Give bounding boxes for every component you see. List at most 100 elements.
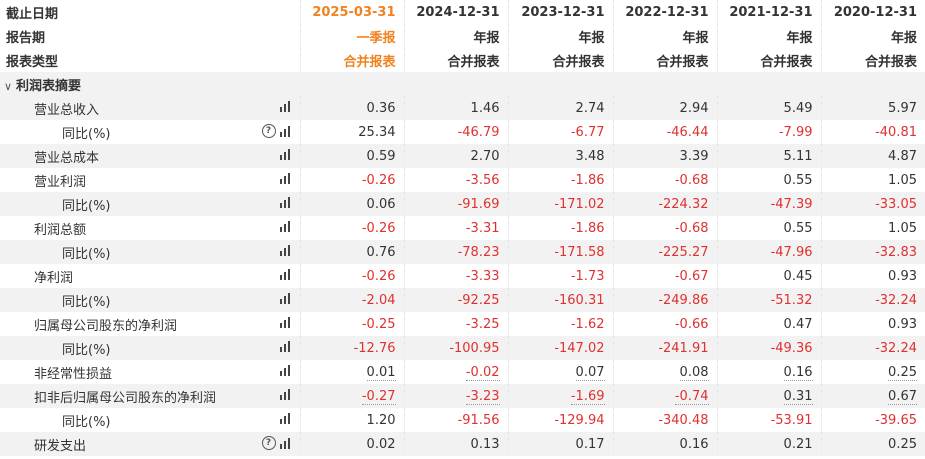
cell-value: -160.31 [554, 292, 605, 308]
date-header[interactable]: 2020-12-31 [820, 0, 925, 24]
value-cell: -0.68 [612, 216, 717, 240]
cell-value: 0.21 [783, 436, 813, 452]
bar-chart-icon[interactable] [279, 125, 290, 137]
row-tools: ? [261, 124, 290, 138]
question-circle-icon[interactable]: ? [261, 436, 276, 450]
value-cell: 0.02 [299, 432, 404, 456]
value-cell: -1.86 [507, 216, 613, 240]
bar-chart-icon[interactable] [279, 292, 290, 304]
row-label: 研发支出 [34, 438, 87, 454]
value-cell: 1.20 [299, 408, 404, 432]
row-label-cell: 同比(%) [0, 192, 300, 216]
cell-value: 1.46 [470, 100, 500, 116]
chevron-down-icon[interactable]: ∨ [4, 79, 13, 93]
cell-value: -47.96 [770, 244, 813, 260]
cell-value: -39.65 [875, 412, 917, 428]
cell-value: -53.91 [770, 412, 813, 428]
bar-chart-icon[interactable] [279, 196, 290, 208]
value-cell: -47.39 [716, 192, 821, 216]
bar-chart-icon[interactable] [279, 364, 290, 376]
cell-value: -1.86 [570, 172, 605, 188]
cell-value: 1.05 [888, 172, 917, 188]
cell-value: -92.25 [457, 292, 500, 308]
value-cell: -147.02 [507, 336, 613, 360]
value-cell: 0.25 [820, 432, 925, 456]
value-cell: -91.56 [403, 408, 508, 432]
cell-value: -171.58 [554, 244, 605, 260]
type-header: 合并报表 [716, 48, 821, 72]
date-header[interactable]: 2022-12-31 [612, 0, 717, 24]
value-cell: 0.25 [820, 360, 925, 384]
date-header[interactable]: 2021-12-31 [716, 0, 821, 24]
date-header[interactable]: 2024-12-31 [403, 0, 508, 24]
date-header[interactable]: 2023-12-31 [507, 0, 613, 24]
value-cell: -46.44 [612, 120, 717, 144]
cell-value: -100.95 [449, 340, 500, 356]
cell-value: 0.47 [783, 316, 813, 332]
cell-value: -3.31 [465, 220, 500, 236]
value-cell: -171.02 [507, 192, 613, 216]
bar-chart-icon[interactable] [279, 268, 290, 280]
cell-value: -0.68 [674, 220, 709, 236]
table-row: 同比(%) 0.06 -91.69 -171.02 -224.32 -47.39 -33.0… [0, 192, 925, 216]
value-cell: -0.66 [612, 312, 717, 336]
row-label-cell: 同比(%) [0, 288, 300, 312]
row-label: 营业总收入 [34, 102, 100, 118]
value-cell: -92.25 [403, 288, 508, 312]
cell-value: -0.74 [674, 388, 709, 405]
section-header-row[interactable]: ∨ 利润表摘要 [0, 72, 925, 96]
bar-chart-icon[interactable] [279, 220, 290, 232]
row-tools [279, 268, 290, 280]
value-cell: -3.33 [403, 264, 508, 288]
row-label: 归属母公司股东的净利润 [34, 318, 178, 334]
bar-chart-icon[interactable] [279, 172, 290, 184]
table-row: 同比(%) -2.04 -92.25 -160.31 -249.86 -51.32 -32.… [0, 288, 925, 312]
row-label-cell: 净利润 [0, 264, 300, 288]
bar-chart-icon[interactable] [279, 340, 290, 352]
cell-value: -0.26 [361, 268, 396, 284]
cell-value: -2.04 [361, 292, 396, 308]
value-cell: -78.23 [403, 240, 508, 264]
value-cell: 0.59 [299, 144, 404, 168]
bar-chart-icon[interactable] [279, 244, 290, 256]
value-cell: 3.48 [507, 144, 613, 168]
date-header[interactable]: 2025-03-31 [299, 0, 404, 24]
row-tools [279, 388, 290, 400]
row-tools [279, 220, 290, 232]
row-label: 扣非后归属母公司股东的净利润 [34, 390, 217, 406]
value-cell: 5.97 [820, 96, 925, 120]
cell-value: -12.76 [353, 340, 396, 356]
cell-value: 1.20 [366, 412, 396, 428]
value-cell: -0.02 [403, 360, 508, 384]
bar-chart-icon[interactable] [279, 148, 290, 160]
table-row: 营业利润 -0.26 -3.56 -1.86 -0.68 0.55 1.05 [0, 168, 925, 192]
value-cell: 0.13 [403, 432, 508, 456]
question-circle-icon[interactable]: ? [261, 124, 276, 138]
bar-chart-icon[interactable] [279, 388, 290, 400]
table-row: 非经常性损益 0.01 -0.02 0.07 0.08 0.16 0.25 [0, 360, 925, 384]
section-toggle[interactable]: ∨ 利润表摘要 [0, 72, 300, 96]
cell-value: -1.73 [570, 268, 605, 284]
bar-chart-icon[interactable] [279, 412, 290, 424]
row-label: 利润总额 [34, 222, 87, 238]
value-cell: 0.55 [716, 216, 821, 240]
value-cell: 1.46 [403, 96, 508, 120]
row-label: 同比(%) [62, 414, 111, 430]
value-cell: -160.31 [507, 288, 613, 312]
cell-value: -91.69 [457, 196, 500, 212]
period-header: 年报 [716, 24, 821, 48]
value-cell: -3.25 [403, 312, 508, 336]
row-tools [279, 316, 290, 328]
value-cell: 0.93 [820, 264, 925, 288]
bar-chart-icon[interactable] [279, 100, 290, 112]
bar-chart-icon[interactable] [279, 437, 290, 449]
period-header: 一季报 [299, 24, 404, 48]
value-cell: -32.24 [820, 288, 925, 312]
bar-chart-icon[interactable] [279, 316, 290, 328]
cell-value: 2.94 [679, 100, 709, 116]
cell-value: -0.02 [465, 364, 500, 381]
value-cell: -32.83 [820, 240, 925, 264]
value-cell: 0.76 [299, 240, 404, 264]
header-row-type: 报表类型 合并报表 合并报表 合并报表 合并报表 合并报表 合并报表 [0, 48, 925, 72]
